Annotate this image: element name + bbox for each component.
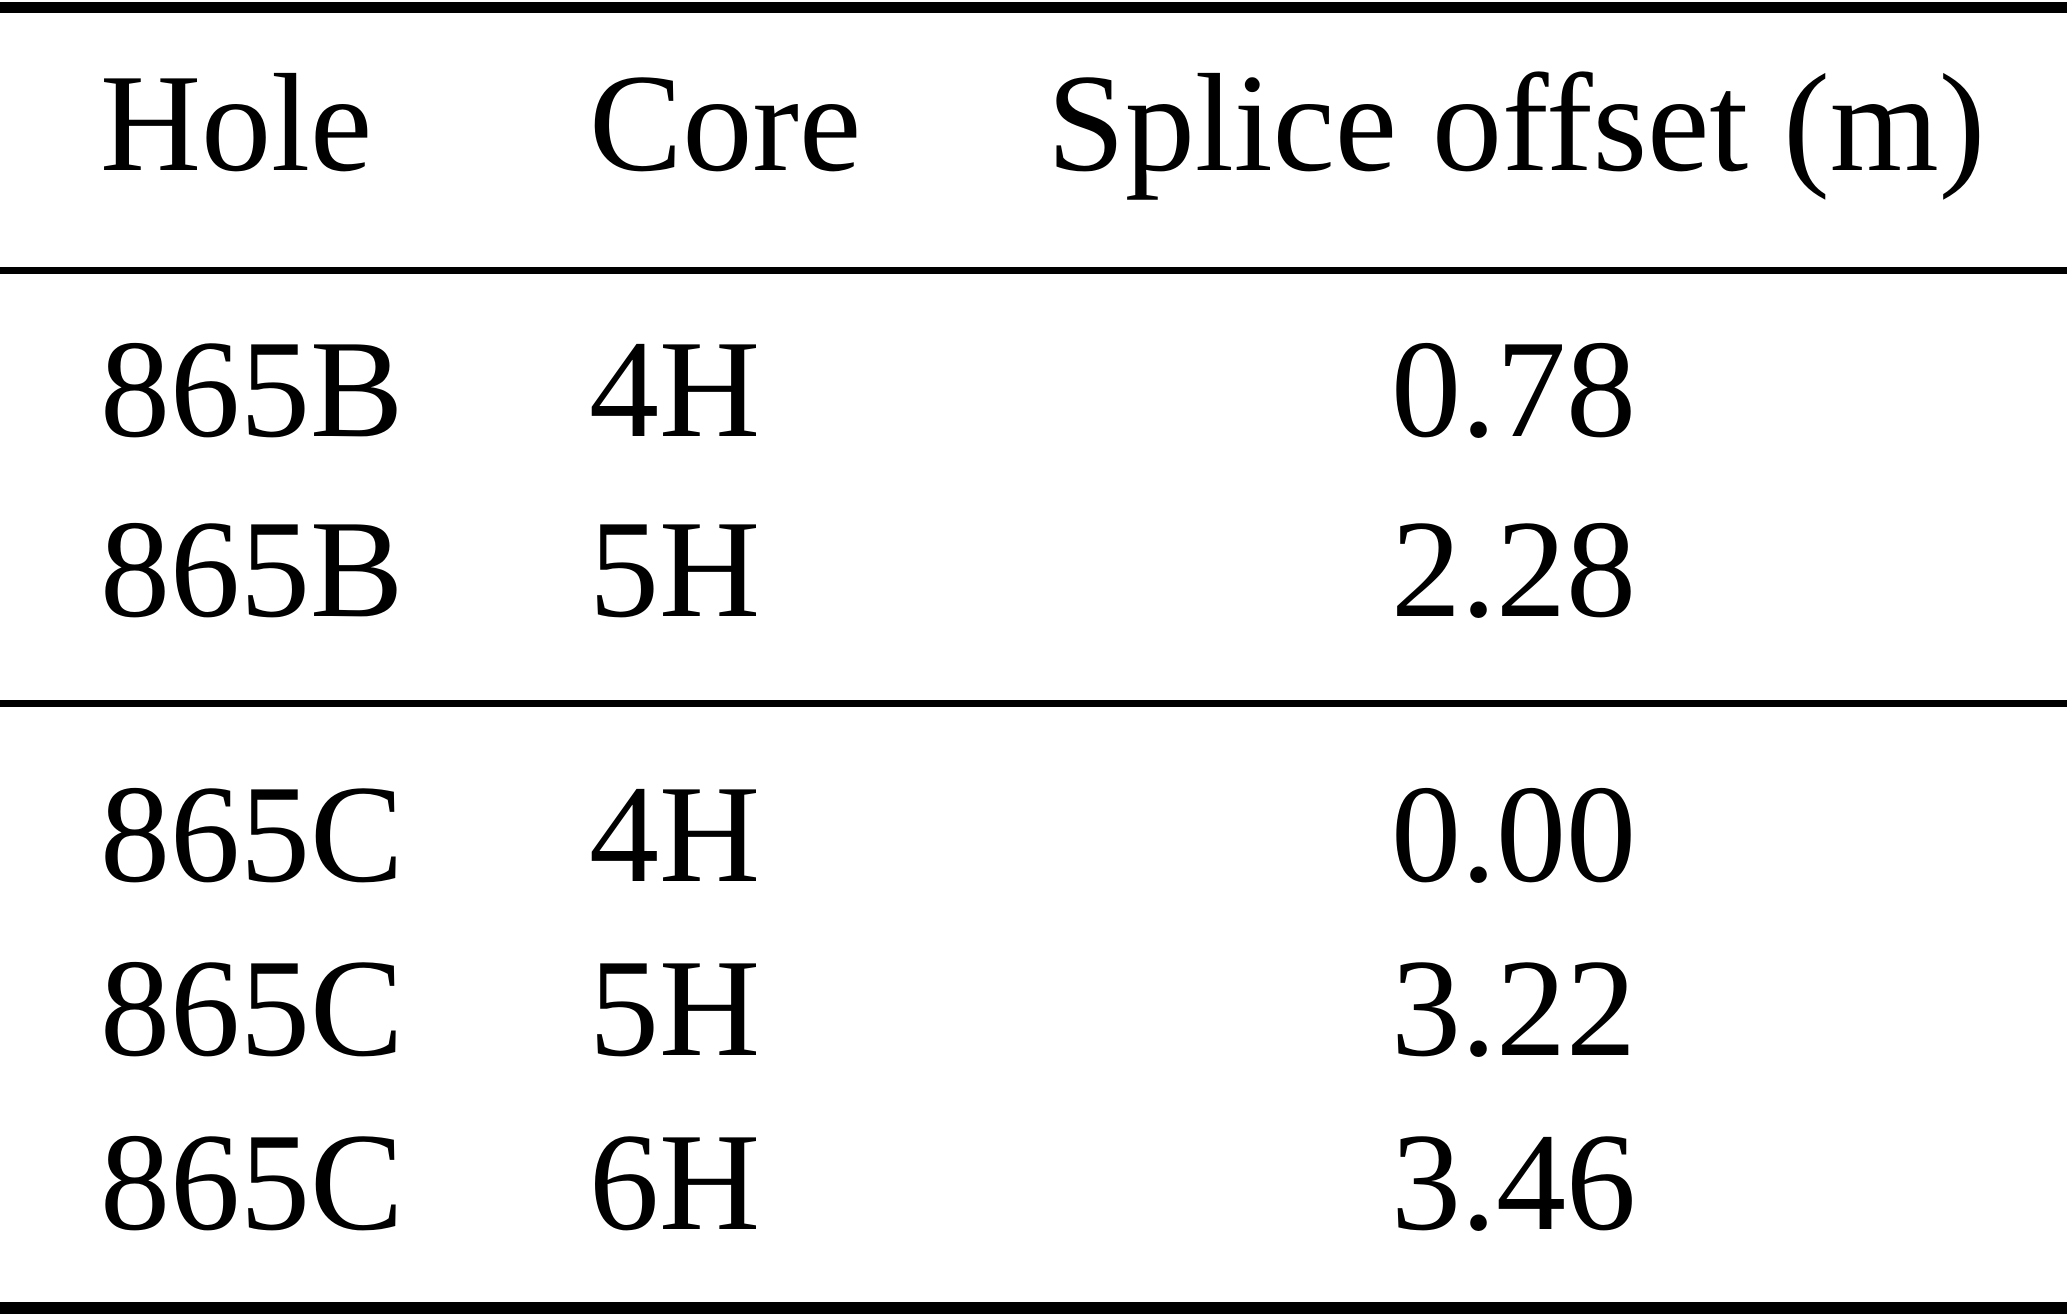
- column-header-hole: Hole: [100, 45, 373, 201]
- table-top-rule: [0, 2, 2067, 13]
- cell-core: 5H: [589, 491, 761, 647]
- column-header-splice-offset: Splice offset (m): [1047, 45, 1986, 201]
- cell-hole: 865B: [100, 491, 404, 647]
- cell-core: 4H: [589, 756, 761, 912]
- column-header-core: Core: [589, 45, 862, 201]
- table-header-row: Hole Core Splice offset (m): [0, 13, 2067, 267]
- cell-core: 5H: [589, 930, 761, 1086]
- table-row: 865B 4H 0.78: [0, 299, 2067, 479]
- group-separator-rule: [0, 700, 2067, 707]
- table-group-865B: 865B 4H 0.78 865B 5H 2.28: [0, 274, 2067, 700]
- cell-hole: 865C: [100, 930, 404, 1086]
- cell-splice-offset: 0.00: [1391, 756, 1636, 912]
- table-row: 865C 5H 3.22: [0, 921, 2067, 1095]
- cell-core: 6H: [589, 1104, 761, 1260]
- cell-splice-offset: 3.22: [1391, 930, 1636, 1086]
- cell-splice-offset: 3.46: [1391, 1104, 1636, 1260]
- table-row: 865C 4H 0.00: [0, 747, 2067, 921]
- cell-hole: 865C: [100, 756, 404, 912]
- table-row: 865C 6H 3.46: [0, 1095, 2067, 1269]
- table-group-865C: 865C 4H 0.00 865C 5H 3.22 865C 6H 3.46: [0, 707, 2067, 1302]
- table-row: 865B 5H 2.28: [0, 479, 2067, 659]
- cell-core: 4H: [589, 311, 761, 467]
- cell-hole: 865B: [100, 311, 404, 467]
- header-separator-rule: [0, 267, 2067, 274]
- table-bottom-rule: [0, 1302, 2067, 1314]
- cell-hole: 865C: [100, 1104, 404, 1260]
- cell-splice-offset: 0.78: [1391, 311, 1636, 467]
- cell-splice-offset: 2.28: [1391, 491, 1636, 647]
